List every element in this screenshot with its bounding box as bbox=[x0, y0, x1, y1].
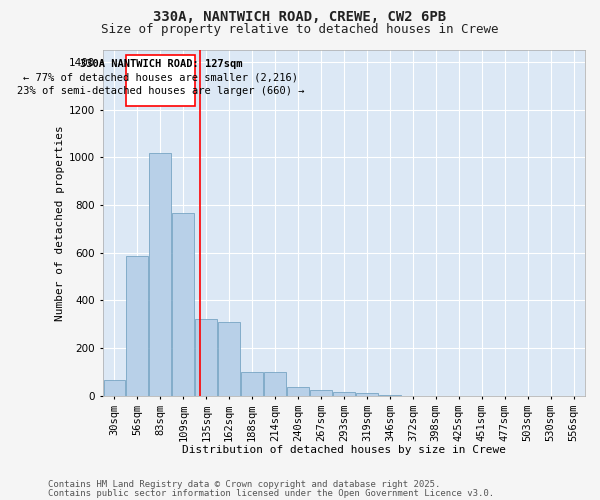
X-axis label: Distribution of detached houses by size in Crewe: Distribution of detached houses by size … bbox=[182, 445, 506, 455]
Bar bbox=[218, 322, 240, 396]
Bar bbox=[333, 392, 355, 396]
Bar bbox=[196, 320, 217, 396]
Text: ← 77% of detached houses are smaller (2,216): ← 77% of detached houses are smaller (2,… bbox=[23, 72, 298, 83]
Text: Contains public sector information licensed under the Open Government Licence v3: Contains public sector information licen… bbox=[48, 488, 494, 498]
Text: 23% of semi-detached houses are larger (660) →: 23% of semi-detached houses are larger (… bbox=[17, 86, 305, 96]
Text: Size of property relative to detached houses in Crewe: Size of property relative to detached ho… bbox=[101, 22, 499, 36]
Bar bbox=[241, 372, 263, 396]
Bar bbox=[287, 388, 309, 396]
Text: Contains HM Land Registry data © Crown copyright and database right 2025.: Contains HM Land Registry data © Crown c… bbox=[48, 480, 440, 489]
Bar bbox=[104, 380, 125, 396]
Bar bbox=[310, 390, 332, 396]
Text: 330A NANTWICH ROAD: 127sqm: 330A NANTWICH ROAD: 127sqm bbox=[80, 59, 242, 69]
FancyBboxPatch shape bbox=[127, 55, 195, 106]
Bar bbox=[149, 152, 171, 396]
Bar bbox=[264, 372, 286, 396]
Bar bbox=[379, 394, 401, 396]
Text: 330A, NANTWICH ROAD, CREWE, CW2 6PB: 330A, NANTWICH ROAD, CREWE, CW2 6PB bbox=[154, 10, 446, 24]
Bar bbox=[172, 214, 194, 396]
Bar bbox=[127, 256, 148, 396]
Bar bbox=[356, 394, 378, 396]
Y-axis label: Number of detached properties: Number of detached properties bbox=[55, 125, 65, 320]
